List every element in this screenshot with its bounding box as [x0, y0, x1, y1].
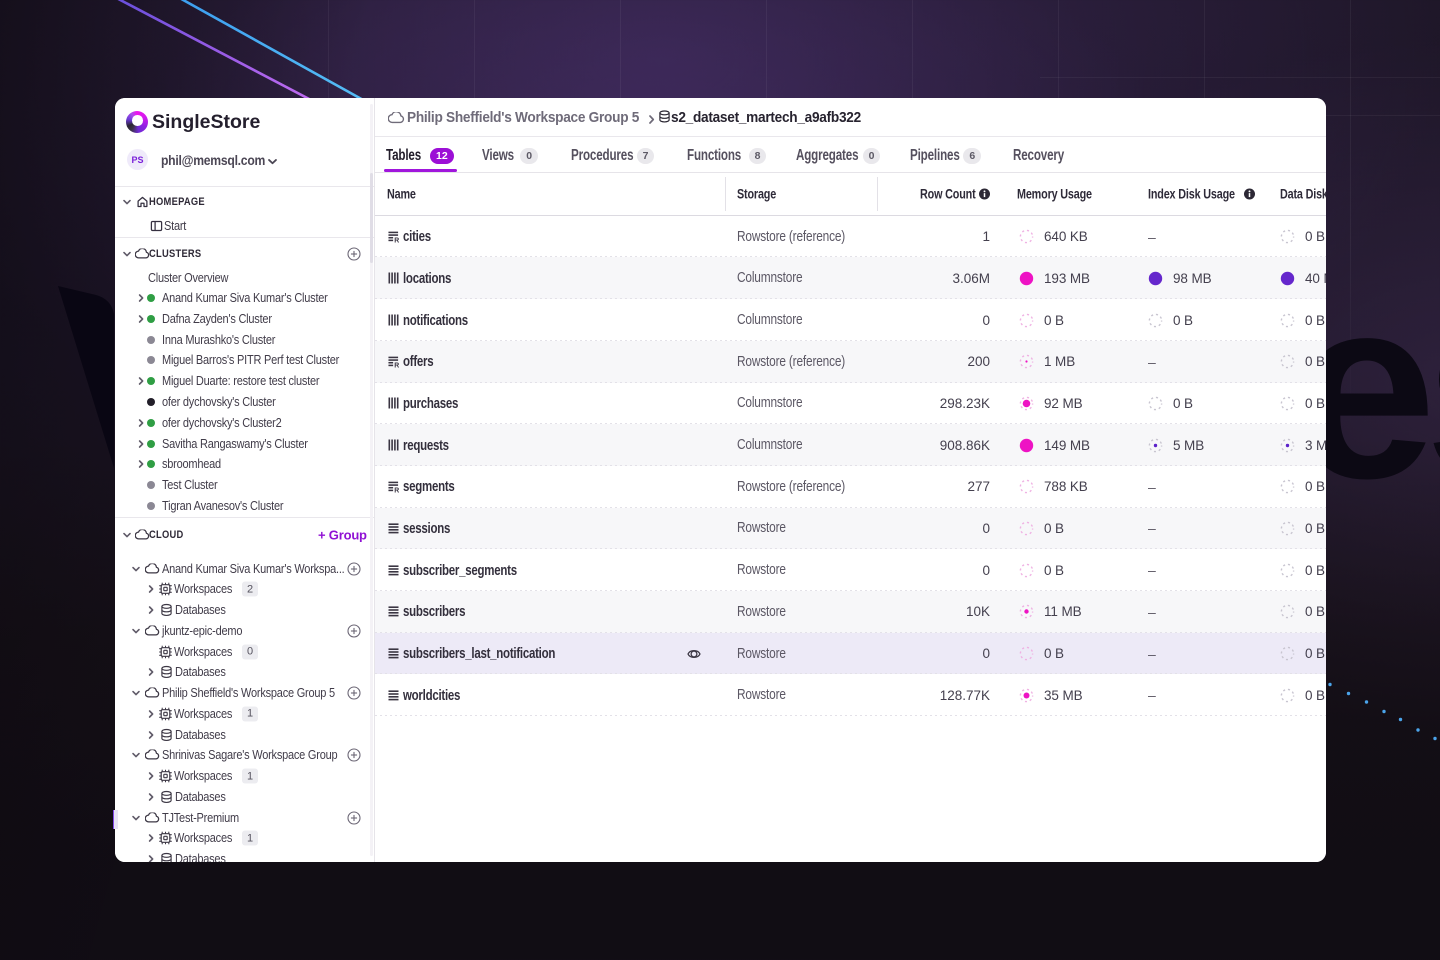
svg-text:R: R [394, 237, 399, 243]
svg-text:R: R [394, 487, 399, 493]
svg-text:R: R [394, 362, 399, 368]
